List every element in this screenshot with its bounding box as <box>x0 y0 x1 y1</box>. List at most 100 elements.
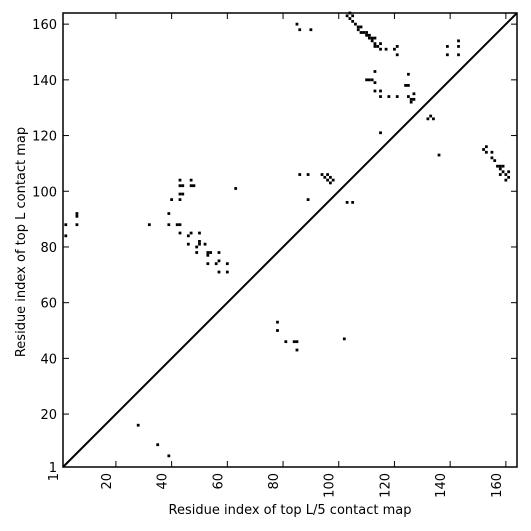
x-tick-label: 60 <box>211 473 226 490</box>
contact-point <box>432 117 435 121</box>
y-tick-label: 40 <box>40 352 57 367</box>
contact-point <box>457 39 460 43</box>
contact-point <box>507 170 511 174</box>
contact-point <box>354 22 357 26</box>
contact-point <box>457 45 460 48</box>
contact-point <box>493 159 497 163</box>
contact-point <box>214 262 218 266</box>
contact-point <box>406 72 410 76</box>
contact-point <box>217 251 221 254</box>
contact-point <box>387 95 391 98</box>
x-tick-label: 20 <box>100 473 115 490</box>
contact-point <box>195 251 199 254</box>
contact-point <box>203 242 207 246</box>
contact-point <box>359 31 363 34</box>
plot-frame <box>62 12 518 468</box>
contact-point <box>309 28 313 32</box>
contact-point <box>404 84 407 87</box>
contact-point <box>379 95 382 98</box>
contact-point <box>198 240 201 243</box>
contact-point <box>195 245 199 249</box>
contact-point <box>498 167 502 171</box>
contact-point <box>482 148 485 151</box>
contact-point <box>276 320 279 324</box>
x-axis-ticks: 1 20 40 60 80 100 120 140 160 <box>47 13 507 498</box>
diagonal-line <box>62 12 518 468</box>
contact-point <box>501 170 505 174</box>
contact-point <box>379 42 382 46</box>
contact-point <box>198 242 201 246</box>
contact-point <box>331 178 335 182</box>
contact-point <box>412 92 416 96</box>
y-axis-label: Residue index of top L contact map <box>14 127 29 357</box>
contact-point <box>323 175 327 179</box>
contact-point <box>209 251 213 254</box>
contact-point <box>501 164 505 168</box>
contact-point <box>426 117 430 121</box>
contact-point <box>406 84 410 87</box>
contact-point <box>284 340 288 344</box>
contact-point <box>167 212 171 215</box>
contact-point <box>295 340 299 344</box>
contact-point <box>298 28 302 32</box>
contact-point <box>373 36 377 40</box>
contact-point <box>326 173 329 176</box>
contact-point <box>189 231 193 235</box>
contact-point <box>351 14 355 18</box>
contact-point <box>359 25 363 29</box>
contact-point <box>345 201 349 204</box>
data-points-layer <box>64 11 511 458</box>
contact-point <box>298 173 302 176</box>
contact-point <box>75 212 79 215</box>
contact-point <box>379 47 382 51</box>
contact-point <box>367 33 371 37</box>
contact-point <box>326 178 329 182</box>
contact-point <box>276 329 279 332</box>
contact-point <box>348 17 352 20</box>
contact-point <box>328 181 332 185</box>
contact-point <box>189 178 193 182</box>
y-tick-label: 60 <box>40 297 57 312</box>
x-tick-label: 40 <box>156 473 171 490</box>
contact-point <box>206 251 210 254</box>
contact-point <box>498 173 502 176</box>
contact-point <box>342 337 346 341</box>
contact-point <box>234 187 238 190</box>
contact-point <box>457 53 460 57</box>
x-tick-label: 120 <box>378 473 393 498</box>
contact-point <box>373 89 377 93</box>
contact-point <box>373 42 377 46</box>
contact-point <box>373 70 377 73</box>
contact-point <box>167 223 171 227</box>
contact-point <box>370 78 374 82</box>
contact-point <box>186 242 190 246</box>
contact-point <box>507 175 511 179</box>
contact-point <box>217 259 221 263</box>
y-tick-label: 120 <box>32 130 57 145</box>
contact-point <box>412 97 416 101</box>
contact-point <box>178 223 182 227</box>
contact-point <box>64 234 68 238</box>
contact-point <box>320 173 324 176</box>
contact-point <box>147 223 151 227</box>
contact-point <box>181 184 185 188</box>
contact-point <box>295 22 299 26</box>
contact-point <box>445 45 449 48</box>
contact-point <box>379 89 382 93</box>
contact-point <box>351 19 355 23</box>
contact-point <box>498 164 502 168</box>
contact-point <box>75 214 79 218</box>
contact-point <box>167 454 171 458</box>
contact-point <box>306 198 310 202</box>
y-tick-label: 20 <box>40 408 57 423</box>
contact-point <box>395 95 399 98</box>
contact-point <box>295 348 299 352</box>
contact-point <box>437 153 441 157</box>
x-tick-label: 160 <box>490 473 505 498</box>
contact-point <box>504 178 508 182</box>
x-tick-label: 100 <box>323 473 338 498</box>
contact-point <box>206 262 210 266</box>
contact-point <box>365 31 368 34</box>
y-tick-label: 140 <box>32 74 57 89</box>
